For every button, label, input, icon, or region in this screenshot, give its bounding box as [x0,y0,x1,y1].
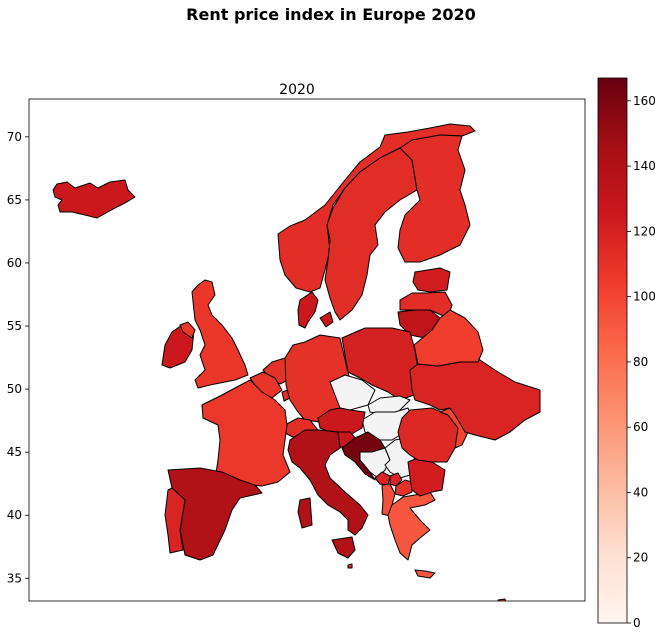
y-tick-label: 55 [7,319,22,333]
region-bosnia-and-herzegovina [359,447,391,479]
figure-suptitle: Rent price index in Europe 2020 [186,5,476,24]
region-finland [397,134,471,263]
colorbar-fill [598,78,627,623]
region-united-kingdom [179,279,249,389]
regions-layer [52,123,541,601]
colorbar-tick-label: 0 [633,616,641,630]
region-sweden [324,147,418,321]
region-ireland [161,324,195,369]
y-tick-label: 45 [7,445,22,459]
y-tick-label: 40 [7,508,22,522]
y-axis: 35 40 45 50 55 60 65 70 [7,130,29,585]
region-kosovo [389,472,403,487]
y-tick-label: 70 [7,130,22,144]
colorbar: 0 20 40 60 80 100 120 140 160 [597,77,656,630]
y-tick-label: 65 [7,193,22,207]
colorbar-ticks: 0 20 40 60 80 100 120 140 160 [627,94,656,630]
colorbar-tick-label: 140 [633,159,656,173]
region-slovakia [367,395,411,415]
region-montenegro [374,471,391,486]
colorbar-tick-label: 100 [633,290,656,304]
region-austria [317,407,366,436]
region-france [201,379,291,487]
region-denmark [297,291,334,329]
axes-title: 2020 [279,82,315,98]
colorbar-tick-label: 40 [633,485,648,499]
axes-frame [28,98,586,602]
region-estonia [412,267,451,293]
y-tick-label: 35 [7,571,22,585]
region-belarus [413,309,484,367]
y-tick-label: 50 [7,382,22,396]
colorbar-tick-label: 20 [633,551,648,565]
colorbar-tick-label: 120 [633,224,656,238]
region-iceland [52,179,136,219]
colorbar-tick-label: 60 [633,420,648,434]
region-cyprus [497,598,507,601]
colorbar-frame [597,77,628,624]
region-portugal [164,487,186,554]
region-romania [397,407,463,463]
colorbar-tick-label: 160 [633,94,656,108]
region-malta [347,563,353,569]
y-tick-label: 60 [7,256,22,270]
colorbar-tick-label: 80 [633,355,648,369]
